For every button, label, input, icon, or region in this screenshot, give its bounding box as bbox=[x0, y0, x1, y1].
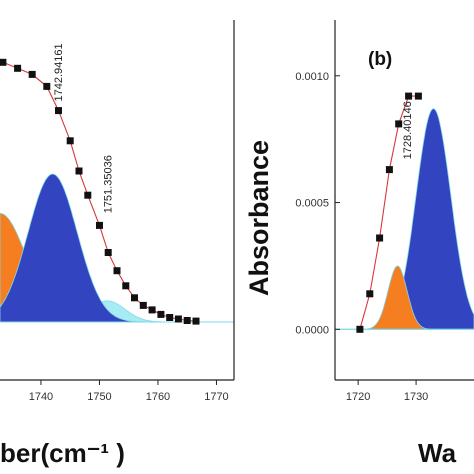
data-point bbox=[405, 92, 413, 100]
panel-a-component-fills bbox=[0, 173, 234, 323]
data-point bbox=[113, 267, 121, 275]
data-point bbox=[366, 290, 374, 298]
data-point bbox=[385, 166, 393, 174]
x-tick-label: 1770 bbox=[204, 391, 228, 403]
data-point bbox=[66, 137, 74, 145]
component-peak-2 bbox=[0, 173, 234, 323]
panel-a-annotations: 1742.94161 1751.35036 bbox=[53, 43, 114, 213]
y-tick-label: 0.0010 bbox=[295, 71, 329, 83]
x-tick-label: 1750 bbox=[87, 391, 111, 403]
panel-a-x-axis-label: ber(cm⁻¹ ) bbox=[0, 438, 125, 468]
data-point bbox=[174, 315, 182, 323]
panel-b-y-ticks: 0.0000 0.0005 0.0010 bbox=[295, 71, 340, 336]
data-point bbox=[104, 249, 112, 256]
data-point bbox=[55, 107, 62, 115]
panel-a-data-points bbox=[0, 58, 200, 325]
peak-label: 1728.40146 bbox=[402, 101, 414, 159]
data-point bbox=[414, 92, 422, 100]
panel-a-x-ticks: 1740 1750 1760 1770 bbox=[29, 380, 229, 403]
data-point bbox=[43, 82, 51, 90]
data-point bbox=[75, 167, 83, 175]
panel-b: 1728.40146 0.0000 0.0005 0.0010 1720 1730 (… bbox=[244, 20, 474, 468]
x-tick-label: 1760 bbox=[146, 391, 170, 403]
data-point bbox=[376, 234, 384, 242]
peak-label: 1751.35036 bbox=[102, 155, 114, 213]
data-point bbox=[96, 221, 103, 229]
data-point bbox=[139, 301, 147, 309]
data-point bbox=[395, 120, 403, 128]
data-point bbox=[166, 314, 174, 321]
peak-label: 1742.94161 bbox=[53, 43, 65, 101]
data-point bbox=[356, 325, 364, 333]
panel-a: 1742.94161 1751.35036 1740 1750 1760 1770 be… bbox=[0, 20, 235, 468]
panel-b-data-points bbox=[356, 92, 422, 333]
y-tick-label: 0.0000 bbox=[295, 324, 329, 336]
data-point bbox=[14, 64, 22, 72]
x-tick-label: 1740 bbox=[29, 391, 53, 403]
data-point bbox=[192, 317, 200, 325]
data-point bbox=[0, 58, 7, 66]
data-point bbox=[28, 70, 36, 78]
data-point bbox=[131, 294, 138, 302]
data-point bbox=[84, 191, 92, 199]
panel-b-label: (b) bbox=[368, 49, 392, 70]
data-point bbox=[183, 317, 191, 324]
data-point bbox=[157, 310, 165, 318]
panel-b-x-ticks: 1720 1730 bbox=[346, 380, 428, 403]
panel-b-y-axis-label: Absorbance bbox=[244, 140, 274, 296]
y-tick-label: 0.0005 bbox=[295, 198, 329, 210]
data-point bbox=[122, 282, 130, 290]
panel-b-x-axis-label: Wa bbox=[418, 438, 457, 468]
data-point bbox=[148, 306, 156, 314]
x-tick-label: 1720 bbox=[346, 391, 370, 403]
panel-b-annotations: 1728.40146 bbox=[402, 101, 414, 159]
x-tick-label: 1730 bbox=[404, 391, 428, 403]
